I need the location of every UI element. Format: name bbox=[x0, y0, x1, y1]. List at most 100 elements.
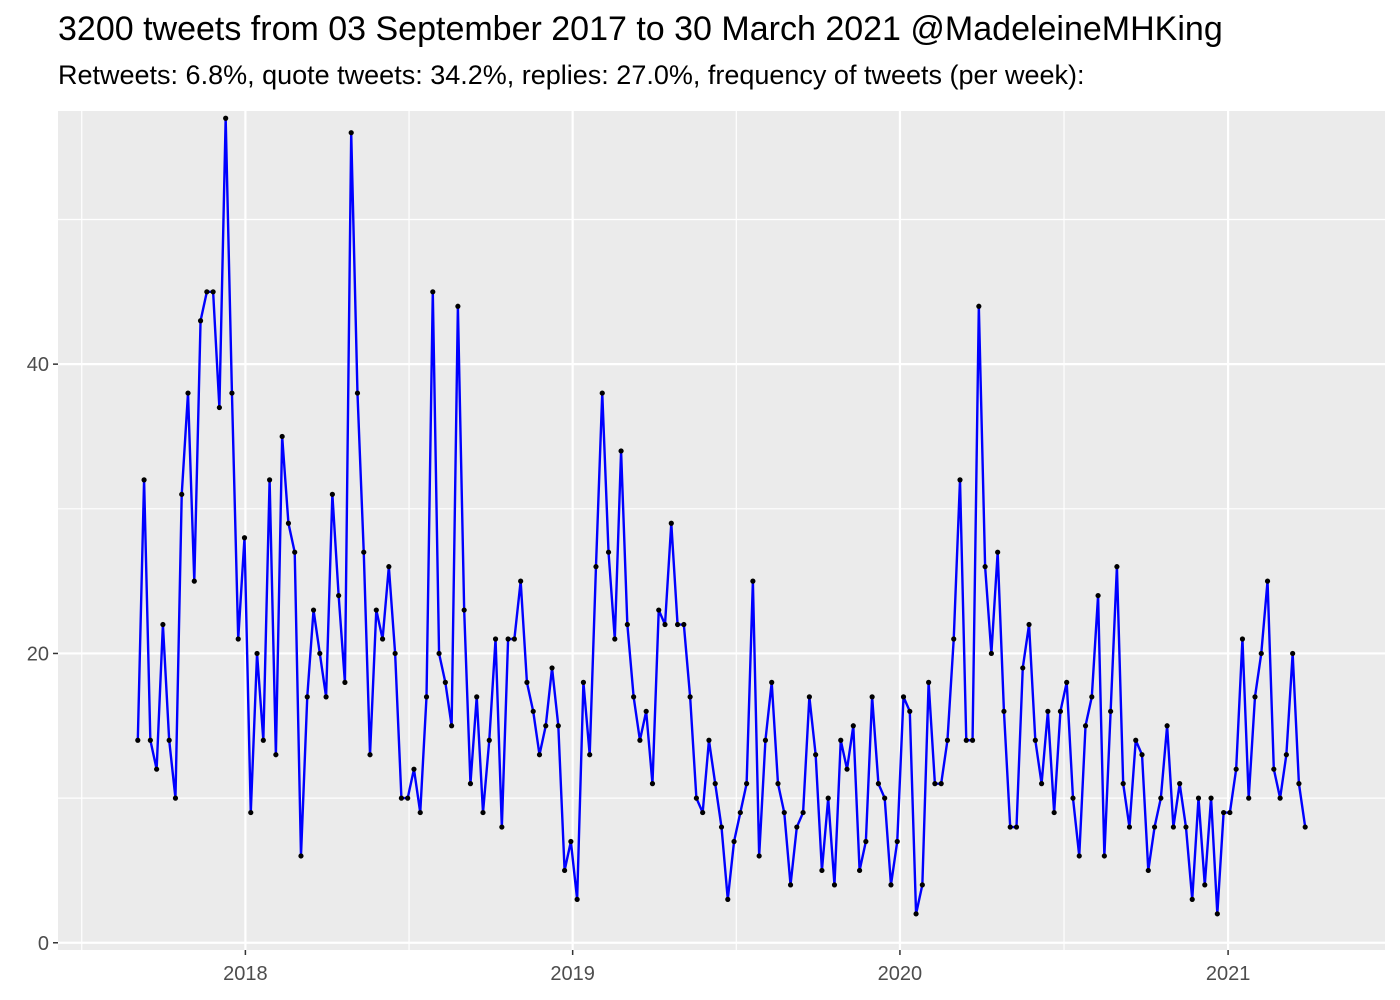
data-point bbox=[1258, 650, 1264, 657]
data-point bbox=[869, 694, 875, 700]
data-point bbox=[568, 838, 574, 845]
data-point bbox=[185, 390, 191, 396]
chart-title: 3200 tweets from 03 September 2017 to 30… bbox=[58, 10, 1223, 48]
data-point bbox=[1126, 824, 1133, 830]
data-point bbox=[969, 737, 976, 743]
x-tick-label: 2018 bbox=[223, 963, 268, 985]
data-point bbox=[580, 679, 587, 685]
data-point bbox=[1252, 694, 1258, 700]
data-point bbox=[1170, 824, 1176, 830]
data-point bbox=[819, 867, 825, 874]
data-point bbox=[386, 564, 392, 570]
data-point bbox=[449, 723, 455, 729]
data-point bbox=[267, 477, 273, 483]
data-point bbox=[963, 737, 969, 743]
data-point bbox=[813, 752, 819, 758]
data-point bbox=[191, 578, 197, 584]
data-point bbox=[329, 491, 335, 497]
data-point bbox=[844, 766, 850, 772]
data-point bbox=[882, 795, 888, 801]
data-point bbox=[731, 838, 737, 845]
data-point bbox=[179, 491, 185, 497]
y-tick-label: 20 bbox=[27, 643, 49, 665]
data-point bbox=[951, 636, 957, 642]
data-point bbox=[354, 390, 361, 396]
x-tick-label: 2019 bbox=[550, 963, 595, 985]
data-point bbox=[1139, 752, 1145, 758]
data-point bbox=[643, 708, 649, 714]
data-point bbox=[398, 795, 405, 801]
data-point bbox=[518, 578, 524, 584]
data-point bbox=[781, 809, 787, 816]
data-point bbox=[141, 477, 147, 483]
data-point bbox=[681, 621, 687, 628]
data-point bbox=[762, 737, 769, 743]
data-point bbox=[725, 896, 731, 902]
data-point bbox=[323, 694, 329, 700]
data-point bbox=[1082, 723, 1089, 729]
data-point bbox=[417, 809, 423, 816]
data-point bbox=[361, 549, 367, 555]
data-point bbox=[499, 824, 505, 830]
data-point bbox=[1114, 564, 1120, 570]
x-tick-label: 2021 bbox=[1206, 963, 1251, 985]
data-point bbox=[787, 882, 794, 888]
data-point bbox=[492, 636, 499, 642]
data-point bbox=[850, 723, 856, 729]
data-point bbox=[593, 564, 599, 570]
data-point bbox=[1120, 781, 1126, 787]
data-point bbox=[838, 737, 844, 743]
data-point bbox=[461, 607, 467, 613]
data-point bbox=[662, 621, 668, 628]
data-point bbox=[1158, 795, 1164, 801]
data-point bbox=[511, 636, 517, 642]
data-point bbox=[769, 679, 775, 685]
data-point bbox=[561, 867, 568, 874]
data-point bbox=[1076, 853, 1082, 859]
x-tick-label: 2020 bbox=[878, 963, 923, 985]
data-point bbox=[775, 781, 781, 787]
data-point bbox=[1239, 636, 1246, 642]
data-point bbox=[982, 564, 988, 570]
series-points bbox=[135, 115, 1308, 917]
data-point bbox=[216, 404, 222, 411]
data-point bbox=[718, 824, 725, 830]
data-point bbox=[1095, 592, 1101, 599]
data-point bbox=[988, 650, 994, 657]
data-point bbox=[1221, 809, 1227, 816]
data-point bbox=[957, 477, 963, 483]
data-point bbox=[1302, 824, 1308, 830]
data-point bbox=[1283, 752, 1289, 758]
data-point bbox=[574, 896, 580, 902]
data-point bbox=[210, 289, 216, 295]
data-point bbox=[944, 737, 951, 743]
data-point bbox=[618, 448, 624, 454]
data-point bbox=[706, 737, 712, 743]
data-point bbox=[1101, 853, 1107, 859]
data-point bbox=[1277, 795, 1283, 801]
data-point bbox=[442, 679, 448, 685]
data-point bbox=[1057, 708, 1064, 714]
data-point bbox=[480, 809, 486, 816]
data-point bbox=[995, 549, 1001, 555]
minor-gridlines bbox=[58, 111, 1385, 950]
data-point bbox=[135, 737, 141, 743]
data-point bbox=[1202, 882, 1208, 888]
data-point bbox=[1214, 911, 1220, 917]
data-point bbox=[1271, 766, 1277, 772]
data-point bbox=[806, 694, 812, 700]
data-point bbox=[455, 303, 461, 309]
data-point bbox=[530, 708, 536, 714]
data-point bbox=[875, 781, 882, 787]
data-point bbox=[794, 824, 800, 830]
data-point bbox=[932, 781, 938, 787]
data-point bbox=[913, 911, 919, 917]
data-point bbox=[1013, 824, 1020, 830]
data-point bbox=[223, 115, 229, 121]
data-point bbox=[555, 723, 561, 729]
data-point bbox=[744, 781, 750, 787]
data-point bbox=[248, 809, 254, 816]
chart-subtitle: Retweets: 6.8%, quote tweets: 34.2%, rep… bbox=[58, 60, 1085, 90]
data-point bbox=[1070, 795, 1076, 801]
data-point bbox=[292, 549, 298, 555]
